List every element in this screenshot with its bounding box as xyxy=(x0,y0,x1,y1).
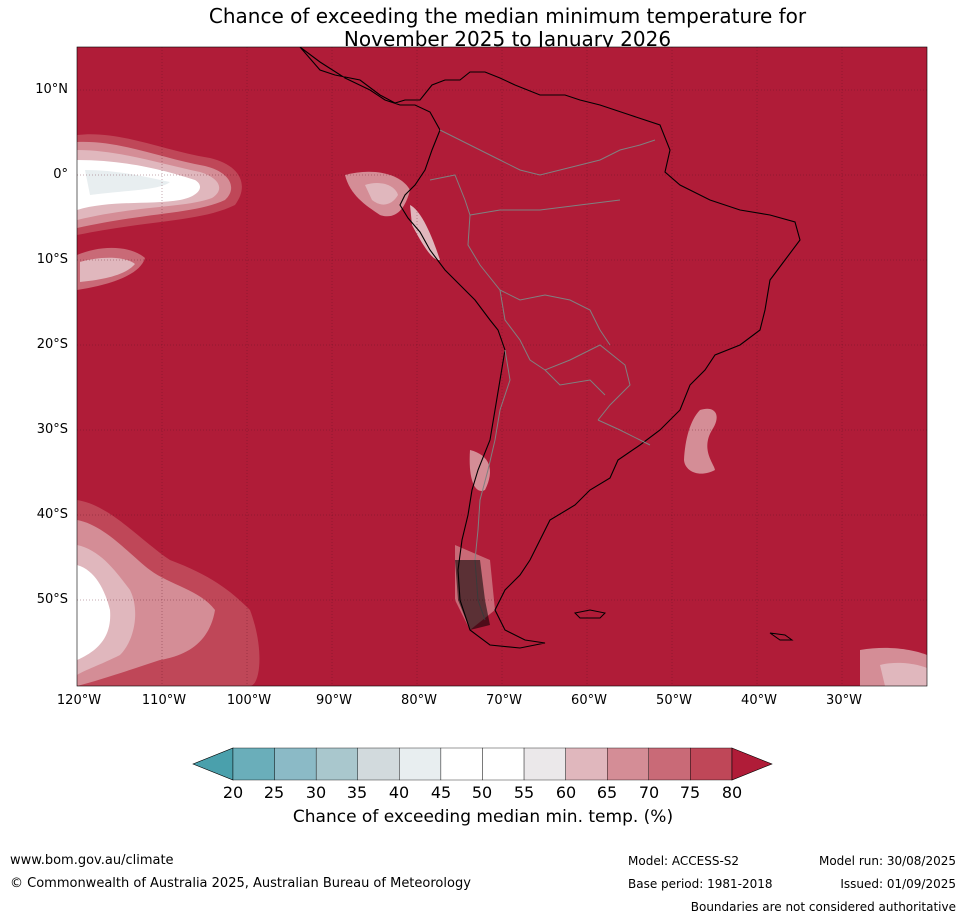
colorbar-tick: 40 xyxy=(388,783,410,802)
lon-label: 110°W xyxy=(141,693,187,708)
lon-label: 50°W xyxy=(656,693,692,708)
lon-label: 40°W xyxy=(741,693,777,708)
probability-overlay xyxy=(77,47,927,686)
lon-label: 30°W xyxy=(826,693,862,708)
lat-label: 40°S xyxy=(36,507,68,522)
colorbar-segment xyxy=(482,747,525,781)
colorbar-segment xyxy=(648,747,691,781)
colorbar-tick: 75 xyxy=(679,783,701,802)
map-title-line-1: Chance of exceeding the median minimum t… xyxy=(208,4,807,28)
map-title-line-2: November 2025 to January 2026 xyxy=(343,27,672,51)
lon-label: 120°W xyxy=(56,693,102,708)
lon-label: 60°W xyxy=(571,693,607,708)
lon-label: 80°W xyxy=(401,693,437,708)
colorbar-tick: 20 xyxy=(222,783,244,802)
boundaries-disclaimer: Boundaries are not considered authoritat… xyxy=(690,900,956,914)
lat-label: 10°S xyxy=(36,252,68,267)
lat-label: 30°S xyxy=(36,422,68,437)
lat-label: 20°S xyxy=(36,337,68,352)
colorbar-segment xyxy=(274,747,317,781)
issued-date: Issued: 01/09/2025 xyxy=(840,877,956,891)
south-america-coastline xyxy=(299,47,801,649)
colorbar-tick: 60 xyxy=(555,783,577,802)
lat-label: 50°S xyxy=(36,592,68,607)
base-period: Base period: 1981-2018 xyxy=(628,877,773,891)
colorbar-tick: 55 xyxy=(513,783,535,802)
model-name: Model: ACCESS-S2 xyxy=(628,854,740,868)
lon-label: 70°W xyxy=(486,693,522,708)
lon-label: 100°W xyxy=(226,693,272,708)
colorbar-tick: 30 xyxy=(305,783,327,802)
colorbar-segment xyxy=(523,747,566,781)
colorbar-label: Chance of exceeding median min. temp. (%… xyxy=(292,807,674,827)
colorbar-tick: 80 xyxy=(721,783,743,802)
colorbar-segment xyxy=(357,747,400,781)
colorbar-segment xyxy=(565,747,608,781)
colorbar-tick: 25 xyxy=(263,783,285,802)
colorbar-tick: 35 xyxy=(346,783,368,802)
colorbar-tick: 50 xyxy=(471,783,493,802)
colorbar-tick: 45 xyxy=(430,783,452,802)
colorbar-extend-high xyxy=(731,747,773,781)
colorbar-extend-low xyxy=(192,747,234,781)
colorbar-segment xyxy=(232,747,275,781)
lat-label: 0° xyxy=(53,167,68,182)
colorbar-tick: 65 xyxy=(596,783,618,802)
colorbar-segment xyxy=(440,747,483,781)
lon-label: 90°W xyxy=(316,693,352,708)
colorbar-segment xyxy=(399,747,442,781)
colorbar-segment xyxy=(315,747,358,781)
copyright-text: © Commonwealth of Australia 2025, Austra… xyxy=(10,876,471,891)
colorbar-segments xyxy=(192,747,773,781)
lat-label: 10°N xyxy=(35,82,68,97)
colorbar-segment xyxy=(607,747,649,781)
colorbar-segment xyxy=(690,747,733,781)
map-frame xyxy=(76,46,928,687)
website-link[interactable]: www.bom.gov.au/climate xyxy=(10,853,174,868)
colorbar-tick: 70 xyxy=(638,783,660,802)
model-run-date: Model run: 30/08/2025 xyxy=(818,854,956,868)
